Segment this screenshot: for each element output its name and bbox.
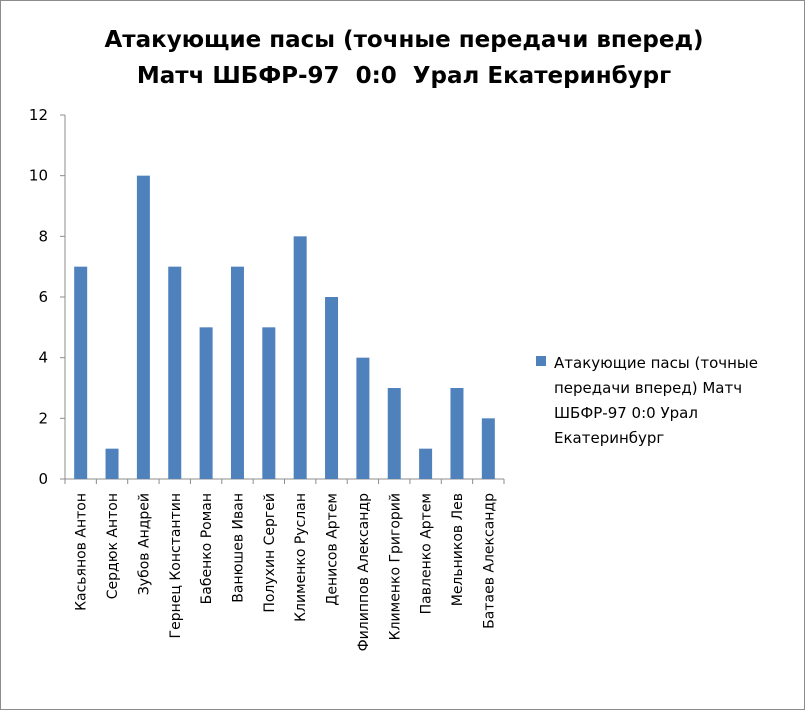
bar <box>325 297 339 479</box>
x-tick-label: Зубов Андрей <box>136 493 152 595</box>
bar <box>293 236 307 479</box>
chart-subtitle: Матч ШБФР-97 0:0 Урал Екатеринбург <box>137 63 671 89</box>
y-tick-label: 2 <box>38 409 48 427</box>
bar <box>450 388 464 479</box>
legend-swatch <box>536 356 546 366</box>
bar <box>481 418 495 479</box>
y-tick-label: 4 <box>38 349 48 367</box>
x-tick-label: Сердюк Антон <box>105 493 121 599</box>
y-tick-label: 0 <box>38 470 48 488</box>
y-tick-label: 8 <box>38 227 48 245</box>
y-tick-label: 6 <box>38 288 48 306</box>
bar <box>230 266 244 479</box>
plot-area: 0 2 4 6 8 10 12 Касьянов Антон Сердюк Антон Зубов… <box>29 106 505 651</box>
x-tick-label: Касьянов Антон <box>74 493 90 611</box>
x-tick-label: Гернец Константин <box>168 493 184 638</box>
x-tick-label: Полухин Сергей <box>262 493 278 613</box>
legend-label: Атакующие пасы (точные <box>554 354 758 372</box>
bar <box>74 266 88 479</box>
legend-label: Екатеринбург <box>554 429 664 447</box>
x-tick-label: Денисов Артем <box>325 493 341 606</box>
bar <box>419 448 433 479</box>
bar <box>105 448 119 479</box>
chart-title: Атакующие пасы (точные передачи вперед) <box>104 27 703 53</box>
x-tick-label: Бабенко Роман <box>199 493 215 604</box>
legend: Атакующие пасы (точные передачи вперед) М… <box>536 354 758 447</box>
bar <box>356 357 370 479</box>
x-tick-label: Батаев Александр <box>481 493 497 629</box>
bar <box>136 175 150 479</box>
x-tick-label: Мельников Лев <box>450 493 466 606</box>
x-tick-label: Павленко Артем <box>419 493 435 614</box>
x-tick-label: Филиппов Александр <box>356 493 372 651</box>
y-tick-label: 10 <box>29 167 48 185</box>
legend-label: передачи вперед) Матч <box>554 379 742 397</box>
legend-label: ШБФР-97 0:0 Урал <box>554 404 698 422</box>
bar <box>387 388 401 479</box>
x-tick-label: Клименко Григорий <box>387 493 403 640</box>
y-tick-label: 12 <box>29 106 48 124</box>
bar <box>199 327 213 479</box>
x-tick-label: Ванюшев Иван <box>230 493 246 603</box>
bar <box>168 266 182 479</box>
bar <box>262 327 276 479</box>
x-tick-label: Клименко Руслан <box>293 493 309 622</box>
